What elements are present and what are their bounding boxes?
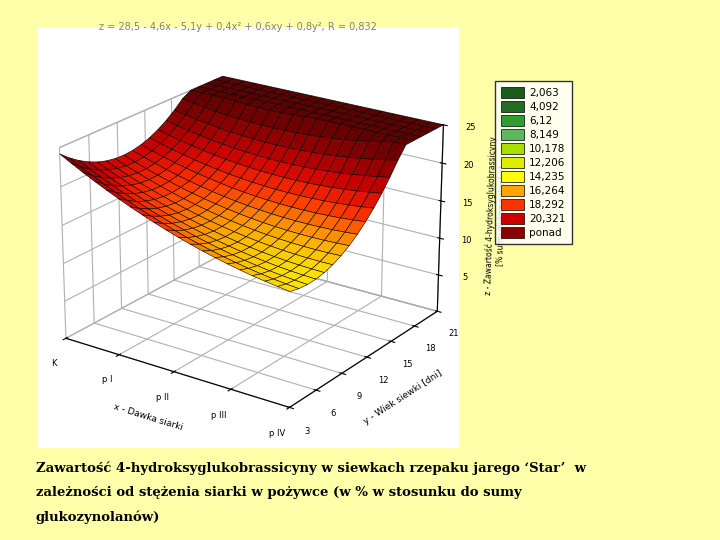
Legend: 2,063, 4,092, 6,12, 8,149, 10,178, 12,206, 14,235, 16,264, 18,292, 20,321, ponad: 2,063, 4,092, 6,12, 8,149, 10,178, 12,20…	[495, 81, 572, 244]
Text: Zawartość 4-hydroksyglukobrassicyny w siewkach rzepaku jarego ‘Star’  w: Zawartość 4-hydroksyglukobrassicyny w si…	[36, 462, 586, 475]
Text: zależności od stężenia siarki w pożywce (w % w stosunku do sumy: zależności od stężenia siarki w pożywce …	[36, 486, 522, 499]
Y-axis label: y - Wiek siewki [dni]: y - Wiek siewki [dni]	[362, 369, 444, 426]
X-axis label: x - Dawka siarki: x - Dawka siarki	[112, 403, 184, 433]
Text: glukozynolanów): glukozynolanów)	[36, 510, 161, 524]
Text: z = 28,5 - 4,6x - 5,1y + 0,4x² + 0,6xy + 0,8y², R = 0,832: z = 28,5 - 4,6x - 5,1y + 0,4x² + 0,6xy +…	[99, 22, 377, 32]
